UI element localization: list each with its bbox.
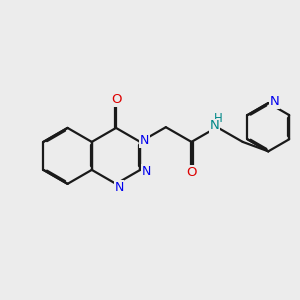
Text: N: N [114,181,124,194]
Text: N: N [270,95,280,108]
Text: N: N [210,119,220,132]
Text: O: O [186,166,197,179]
Text: O: O [111,93,121,106]
Text: N: N [141,165,151,178]
Text: N: N [140,134,149,147]
Text: H: H [214,112,223,125]
